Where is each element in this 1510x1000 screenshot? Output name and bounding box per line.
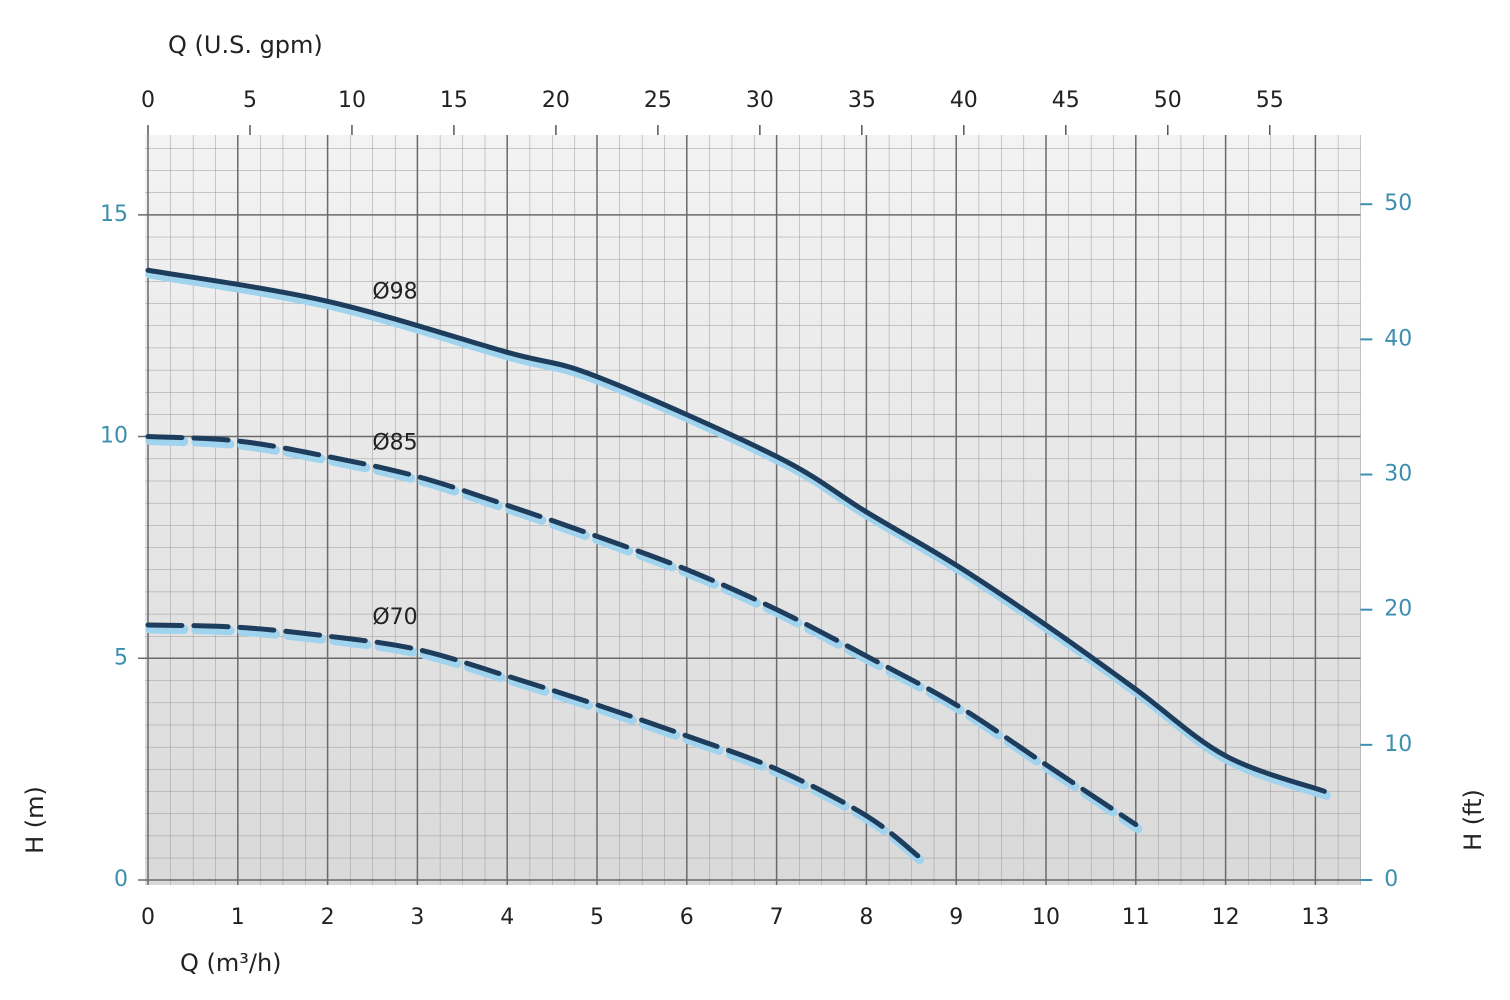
x2-tick-label: 0: [141, 88, 155, 113]
line: [145, 267, 1327, 794]
x2-tick-label: 55: [1256, 88, 1284, 113]
x-tick-label: 11: [1122, 905, 1150, 930]
x-tick-label: 10: [1032, 905, 1060, 930]
x-tick-label: 5: [590, 905, 604, 930]
x2-axis-label: Q (U.S. gpm): [168, 31, 323, 59]
y-tick-label: 0: [114, 867, 128, 892]
line: [145, 622, 923, 861]
x-tick-label: 0: [141, 905, 155, 930]
series-label: Ø98: [372, 279, 417, 304]
x-axis-label: Q (m³/h): [180, 949, 282, 977]
x2-tick-label: 10: [338, 88, 366, 113]
y2-tick-label: 40: [1384, 326, 1412, 351]
x2-tick-label: 20: [542, 88, 570, 113]
y2-tick-label: 10: [1384, 732, 1412, 757]
x2-tick-label: 5: [243, 88, 257, 113]
line: [145, 434, 1139, 828]
x-tick-label: 2: [321, 905, 335, 930]
series-label: Ø85: [372, 430, 417, 455]
x2-tick-label: 25: [644, 88, 672, 113]
x2-tick-label: 15: [440, 88, 468, 113]
x-tick-label: 4: [500, 905, 514, 930]
x-tick-label: 7: [770, 905, 784, 930]
x2-tick-label: 30: [746, 88, 774, 113]
y-axis-label: H (m): [21, 786, 49, 854]
x-tick-label: 12: [1212, 905, 1240, 930]
y2-axis-label: H (ft): [1459, 789, 1487, 851]
y2-tick-label: 20: [1384, 597, 1412, 622]
x-tick-label: 8: [859, 905, 873, 930]
y-tick-label: 10: [100, 424, 128, 449]
x2-tick-label: 50: [1154, 88, 1182, 113]
y2-tick-label: 30: [1384, 462, 1412, 487]
x-tick-label: 6: [680, 905, 694, 930]
line-glow: [145, 624, 927, 867]
y-tick-label: 5: [114, 645, 128, 670]
x2-tick-label: 40: [950, 88, 978, 113]
x2-tick-label: 35: [848, 88, 876, 113]
x-tick-label: 13: [1301, 905, 1329, 930]
x-tick-label: 9: [949, 905, 963, 930]
x2-tick-label: 45: [1052, 88, 1080, 113]
series-label: Ø70: [372, 605, 417, 630]
y-tick-label: 15: [100, 202, 128, 227]
x-tick-label: 1: [231, 905, 245, 930]
x-tick-label: 3: [410, 905, 424, 930]
y2-tick-label: 50: [1384, 191, 1412, 216]
y2-tick-label: 0: [1384, 867, 1398, 892]
